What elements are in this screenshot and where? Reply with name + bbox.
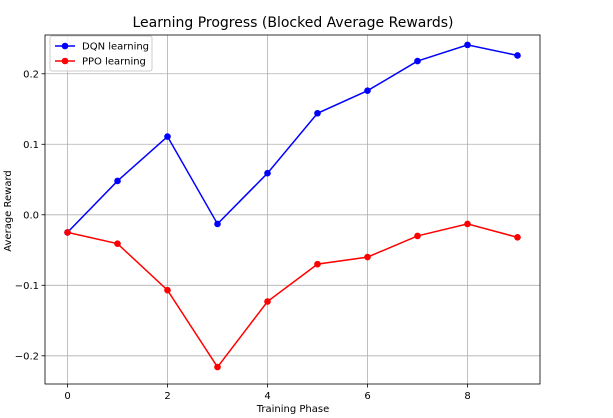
legend-entry: DQN learning bbox=[55, 42, 149, 53]
data-point bbox=[114, 177, 121, 185]
data-point bbox=[414, 57, 421, 65]
y-axis-ticks: −0.2 −0.1 0.0 0.1 0.2 bbox=[15, 69, 45, 362]
series-group bbox=[64, 41, 521, 371]
data-point bbox=[314, 109, 321, 117]
data-point bbox=[264, 298, 271, 305]
legend-box bbox=[49, 35, 153, 72]
data-point bbox=[314, 260, 321, 268]
legend-entry: PPO learning bbox=[55, 57, 146, 68]
x-tick-label: 4 bbox=[264, 391, 270, 402]
legend: DQN learning PPO learning bbox=[49, 35, 153, 72]
data-point bbox=[164, 286, 171, 294]
y-tick-label: 0.2 bbox=[23, 69, 39, 80]
data-point bbox=[514, 234, 521, 241]
data-point bbox=[214, 220, 221, 228]
y-tick-label: −0.1 bbox=[15, 281, 39, 292]
y-tick-label: 0.1 bbox=[23, 140, 39, 151]
data-point bbox=[464, 41, 471, 49]
grid-lines bbox=[45, 35, 540, 384]
legend-label: PPO learning bbox=[82, 57, 146, 68]
legend-marker bbox=[61, 42, 69, 50]
plot-area-frame bbox=[44, 34, 541, 385]
legend-label: DQN learning bbox=[82, 42, 149, 53]
data-point bbox=[464, 220, 471, 228]
legend-marker bbox=[61, 57, 69, 65]
data-point bbox=[114, 240, 121, 247]
series-line bbox=[67, 223, 518, 369]
data-point bbox=[164, 133, 171, 140]
x-axis-ticks: 0 2 4 6 8 bbox=[64, 384, 471, 402]
data-point bbox=[214, 363, 221, 371]
y-tick-label: −0.2 bbox=[15, 351, 39, 362]
data-point bbox=[514, 52, 521, 59]
series-ppo bbox=[64, 220, 521, 371]
data-point bbox=[414, 232, 421, 240]
y-tick-label: 0.0 bbox=[23, 210, 39, 221]
series-line bbox=[66, 44, 518, 233]
x-axis-title: Training Phase bbox=[256, 404, 330, 415]
chart-title: Learning Progress (Blocked Average Rewar… bbox=[132, 15, 453, 31]
data-point bbox=[264, 169, 271, 177]
x-tick-label: 0 bbox=[64, 391, 70, 402]
axes-frame bbox=[44, 34, 541, 385]
x-tick-label: 8 bbox=[464, 391, 470, 402]
x-tick-label: 6 bbox=[364, 391, 370, 402]
data-point bbox=[364, 253, 371, 261]
data-point bbox=[364, 87, 371, 94]
data-point bbox=[64, 229, 71, 236]
x-tick-label: 2 bbox=[164, 391, 170, 402]
y-axis-title: Average Reward bbox=[3, 170, 14, 251]
